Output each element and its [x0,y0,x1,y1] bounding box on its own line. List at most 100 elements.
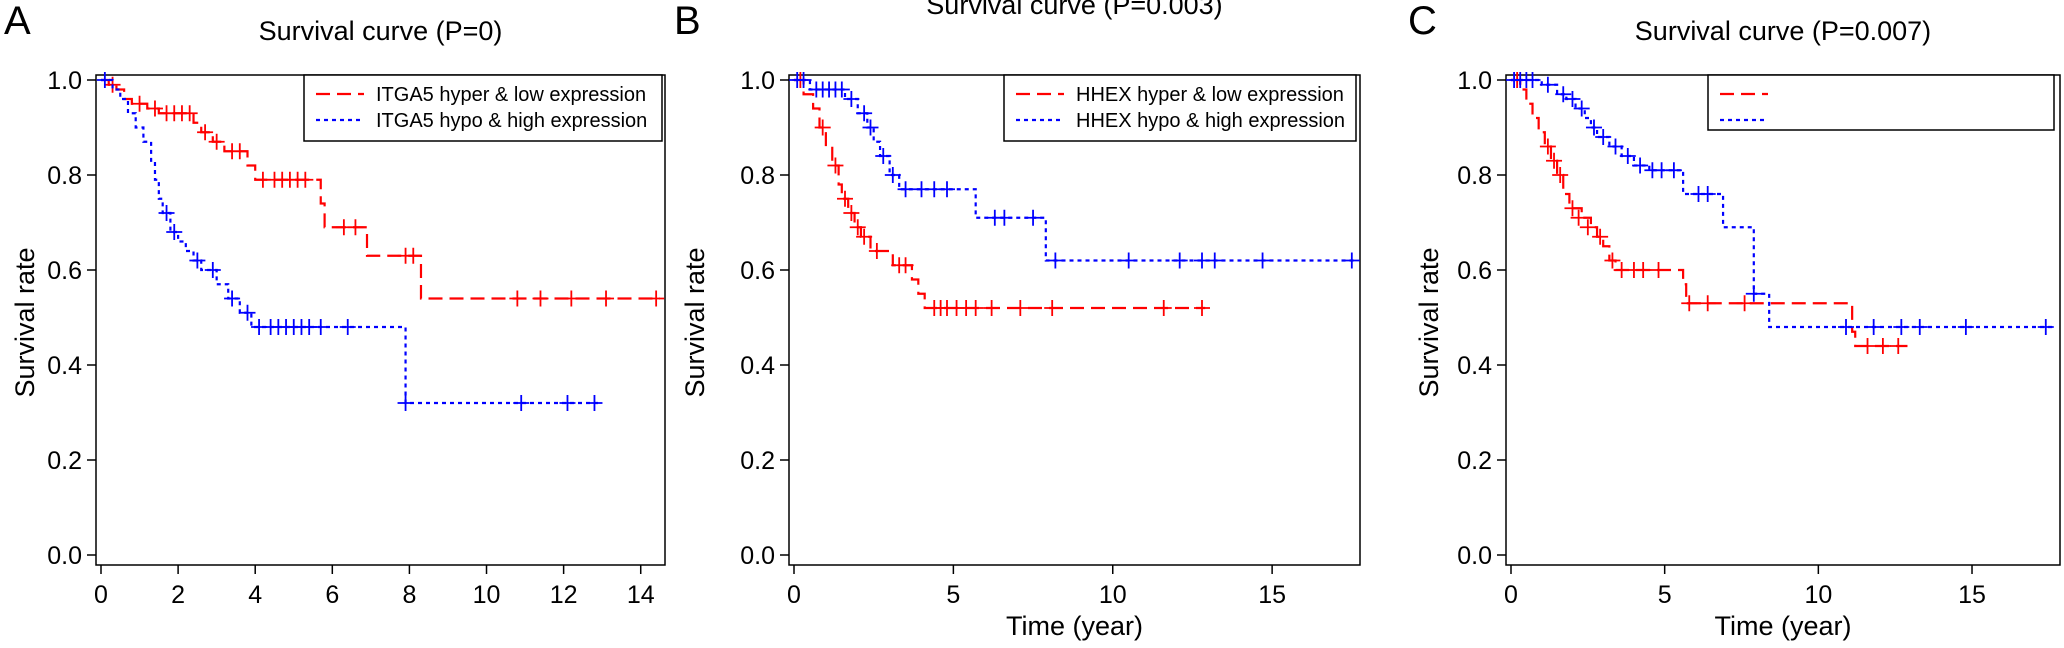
censor-mark [1635,262,1652,278]
y-axis-label: Survival rate [680,247,710,397]
x-tick-label: 0 [787,581,801,609]
censor-mark [1155,300,1172,316]
censor-mark [1120,252,1137,269]
censor-mark [532,290,549,307]
censor-mark [1604,252,1621,269]
plot-frame [788,74,1361,566]
censor-mark [849,219,866,236]
censor-mark [1665,162,1682,179]
series-line-hyper-low [794,78,1206,310]
censor-mark [884,167,901,183]
censor-mark [1524,72,1541,88]
censor-mark [996,209,1013,226]
censor-mark [1736,295,1753,312]
censor-mark [1650,262,1667,278]
censor-mark [131,95,148,112]
legend-entry: HHEX hyper & low expression [1076,84,1344,106]
panel-c: C Survival curve (P=0.007) 0.0 0.2 0.4 0.6 0.8… [1408,0,2061,641]
censor-mark [862,119,879,136]
censor-mark [598,290,615,307]
censor-mark [1570,209,1587,226]
x-tick-label: 2 [171,581,185,609]
series-line-hypo-high [1511,78,2055,329]
censor-mark [204,262,221,278]
x-tick-label: 10 [1099,581,1127,609]
series-line-hypo-high [101,78,599,405]
censor-mark [897,257,914,274]
censor-mark [312,319,329,335]
censor-mark [856,105,873,122]
censor-mark [405,247,422,264]
censor-mark [1552,167,1569,183]
censor-mark [843,205,860,221]
censor-mark [239,304,256,321]
censor-mark [837,190,853,207]
censor-mark [563,290,580,307]
censor-mark [297,171,314,188]
censor-mark [1595,129,1612,145]
x-tick-label: 14 [627,581,655,609]
panel-a: A Survival curve (P=0) 0.0 0.2 0.4 0.6 0.8 1.0 0… [4,0,666,609]
censor-mark [1012,300,1029,316]
legend-entry: ITGA5 hyper & low expression [376,84,646,106]
y-tick-label: 0.4 [47,352,82,380]
censor-mark [1254,252,1271,269]
censor-mark [856,228,873,245]
censor-mark [1619,148,1636,164]
censor-mark [1555,86,1572,103]
x-tick-label: 0 [94,581,108,609]
y-tick-label: 0.8 [47,162,82,190]
legend-entry: ITGA5 hypo & high expression [376,110,647,132]
x-axis-label: Time (year) [1714,611,1851,641]
legend-entry: HHEX hypo & high expression [1076,110,1345,132]
censor-mark [224,290,241,307]
x-tick-label: 10 [1804,581,1832,609]
censor-mark [1681,295,1698,312]
x-tick-label: 4 [248,581,262,609]
x-tick-label: 15 [1258,581,1286,609]
censor-mark [1745,285,1762,302]
censor-mark [648,290,665,307]
censor-mark [1838,319,1855,335]
y-tick-label: 0.2 [740,447,775,475]
panel-label: C [1408,0,1437,43]
censor-mark [1632,157,1649,174]
x-tick-label: 6 [325,581,339,609]
censor-mark [967,300,984,316]
censor-mark [158,205,175,221]
x-tick-label: 5 [1658,581,1672,609]
censor-mark [1592,228,1609,245]
censor-mark [1859,338,1876,354]
y-tick-label: 0.0 [1457,542,1492,570]
x-tick-label: 0 [1504,581,1518,609]
censor-mark [1343,252,1360,269]
legend-box [303,74,663,142]
censor-mark [1573,100,1590,117]
x-tick-label: 8 [402,581,416,609]
y-tick-label: 0.4 [1457,352,1492,380]
censor-mark [1044,300,1061,316]
censor-mark [1585,119,1602,136]
censor-mark [397,395,414,411]
censor-mark [1865,319,1882,335]
censor-mark [189,252,206,269]
censor-mark [795,72,812,88]
censor-mark [181,105,198,122]
censor-mark [843,91,860,107]
censor-mark [347,219,364,236]
x-tick-label: 12 [550,581,578,609]
plot-frame [1505,74,2061,566]
censor-mark [1607,138,1624,155]
censor-mark [1564,200,1581,217]
censor-mark [827,157,844,174]
censor-mark [197,124,214,141]
censor-mark [868,243,885,259]
series-line-hypo-high [794,78,1355,262]
y-axis-label: Survival rate [10,247,40,397]
censor-mark [509,290,526,307]
y-tick-label: 1.0 [740,67,775,95]
y-tick-label: 0.2 [47,447,82,475]
censor-mark [166,224,183,240]
censor-mark [1564,91,1581,107]
censor-mark [897,181,914,198]
